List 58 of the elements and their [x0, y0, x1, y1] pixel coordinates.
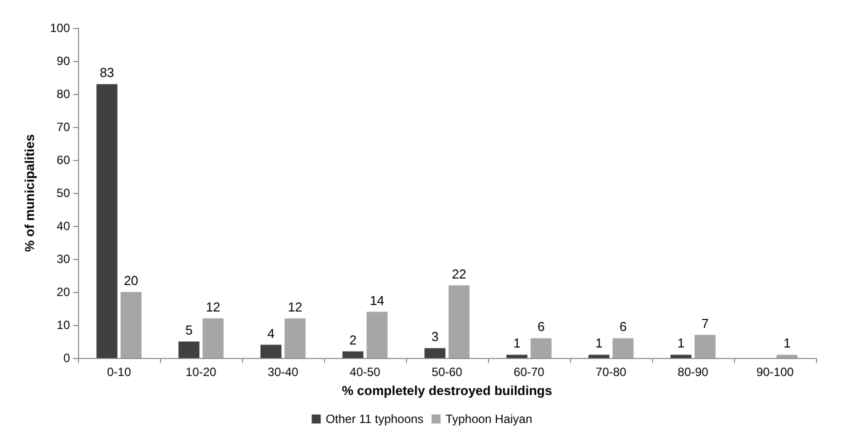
x-tick-label: 30-40 [268, 365, 299, 379]
bar [120, 292, 142, 358]
data-label: 20 [124, 273, 138, 288]
bar [588, 354, 610, 358]
bar [506, 354, 528, 358]
data-label: 3 [431, 329, 439, 344]
y-axis-title: % of municipalities [22, 134, 37, 252]
legend-label: Other 11 typhoons [326, 412, 424, 426]
data-label: 6 [619, 319, 627, 334]
y-tick-label: 80 [56, 87, 70, 101]
legend-label: Typhoon Haiyan [446, 412, 532, 426]
bar [284, 318, 306, 358]
x-tick-label: 70-80 [596, 365, 627, 379]
y-tick-label: 100 [50, 21, 70, 35]
bar [612, 338, 634, 358]
bar [366, 312, 388, 358]
data-label: 1 [677, 336, 685, 351]
data-label: 5 [185, 322, 193, 338]
y-tick-label: 40 [56, 219, 70, 233]
bar [342, 351, 364, 358]
x-tick-label: 40-50 [350, 365, 381, 379]
y-tick-label: 30 [56, 252, 70, 266]
y-tick-label: 10 [56, 318, 70, 332]
y-tick-label: 60 [56, 153, 70, 167]
y-tick-label: 20 [56, 285, 70, 299]
bar [694, 334, 716, 358]
y-tick-label: 0 [63, 351, 70, 365]
bar [776, 354, 798, 358]
bar [530, 338, 552, 358]
data-label: 7 [701, 316, 709, 331]
bar [448, 285, 470, 358]
y-tick-label: 70 [56, 120, 70, 134]
bar [424, 348, 446, 358]
bar [670, 354, 692, 358]
data-label: 12 [206, 299, 220, 314]
data-label: 2 [349, 332, 357, 348]
bar [260, 344, 282, 358]
data-label: 4 [267, 326, 275, 341]
x-tick-label: 10-20 [186, 365, 217, 379]
x-axis-title: % completely destroyed buildings [342, 383, 552, 398]
bar [96, 84, 118, 358]
x-tick-label: 90-100 [756, 365, 794, 379]
data-label: 6 [537, 319, 545, 334]
x-tick-label: 50-60 [432, 365, 463, 379]
data-label: 1 [513, 336, 521, 351]
x-tick-label: 80-90 [678, 365, 709, 379]
data-label: 14 [370, 292, 384, 308]
data-label: 12 [288, 299, 302, 314]
x-tick-label: 0-10 [106, 365, 132, 379]
y-tick-label: 50 [56, 186, 70, 200]
data-label: 1 [595, 336, 603, 351]
data-label: 83 [100, 65, 114, 80]
data-label: 22 [452, 266, 466, 282]
x-tick-label: 60-70 [514, 365, 545, 379]
bar [178, 342, 200, 358]
data-label: 1 [783, 336, 791, 351]
y-tick-label: 90 [56, 54, 70, 68]
bar [202, 318, 224, 358]
